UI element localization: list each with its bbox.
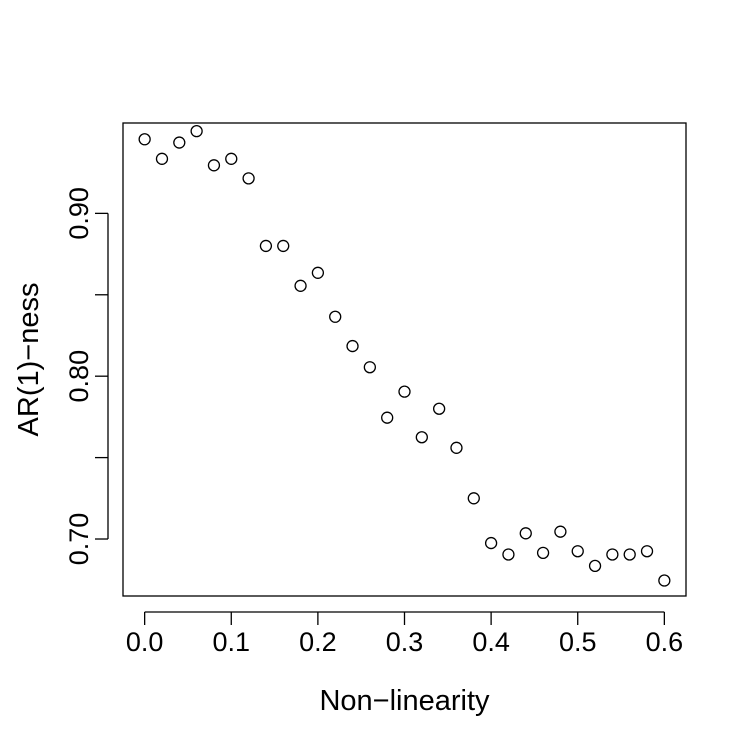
data-point	[381, 411, 394, 424]
data-point	[432, 402, 446, 415]
data-point	[242, 172, 255, 185]
data-point	[329, 310, 342, 323]
y-tick-label: 0.80	[64, 350, 94, 403]
data-point	[588, 559, 602, 573]
data-point	[536, 546, 550, 560]
x-tick-label: 0.5	[559, 627, 597, 657]
data-point	[190, 124, 203, 138]
data-point	[640, 545, 654, 558]
y-axis-title: AR(1)−ness	[13, 283, 45, 437]
x-tick-label: 0.3	[386, 627, 424, 657]
data-point	[207, 159, 221, 172]
data-point	[606, 548, 619, 561]
data-point	[311, 266, 325, 279]
data-point	[294, 279, 307, 292]
data-point	[277, 239, 290, 253]
x-tick-label: 0.2	[299, 627, 337, 657]
data-points	[138, 124, 671, 587]
x-axis: 0.0 0.1 0.2 0.3 0.4 0.5 0.6	[126, 611, 684, 657]
data-point	[259, 239, 273, 253]
data-point	[415, 431, 428, 444]
x-tick-label: 0.4	[472, 627, 510, 657]
data-point	[658, 574, 671, 587]
data-point	[623, 548, 636, 561]
data-point	[571, 545, 584, 558]
data-point	[138, 133, 151, 146]
data-point	[502, 548, 515, 561]
x-tick-label: 0.1	[212, 627, 250, 657]
x-tick-label: 0.0	[126, 627, 164, 657]
y-tick-label: 0.70	[64, 513, 94, 566]
data-point	[173, 136, 186, 149]
data-point	[484, 536, 498, 550]
data-point	[519, 527, 532, 540]
plot-frame	[122, 122, 687, 597]
y-tick-label: 0.90	[64, 187, 94, 240]
x-axis-title: Non−linearity	[319, 685, 490, 717]
data-point	[554, 525, 567, 538]
data-point	[467, 492, 480, 505]
data-point	[155, 152, 169, 165]
data-point	[346, 339, 359, 353]
x-tick-label: 0.6	[646, 627, 684, 657]
data-point	[363, 361, 377, 374]
y-axis: 0.70 0.80 0.90	[64, 187, 109, 566]
data-point	[225, 152, 238, 165]
data-point	[450, 441, 463, 454]
data-point	[398, 385, 411, 398]
